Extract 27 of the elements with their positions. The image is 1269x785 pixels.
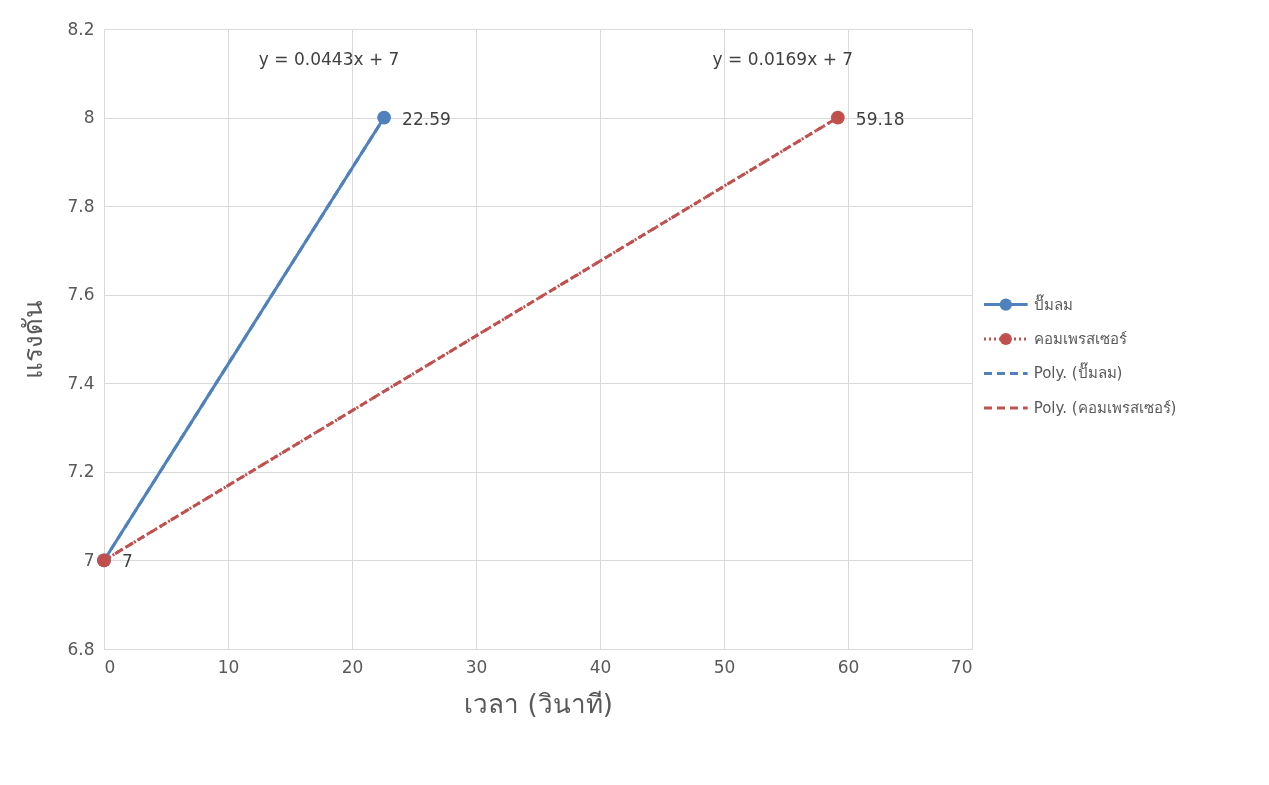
y-tick-label: 7.8 [67, 195, 95, 216]
y-tick-label: 7 [83, 549, 95, 570]
annotation: 22.59 [402, 108, 451, 129]
y-tick-label: 7.6 [67, 284, 95, 305]
y-tick-label: 7.4 [67, 372, 95, 393]
x-axis-title: เวลา (วินาที) [464, 688, 613, 719]
x-tick-label: 70 [950, 656, 973, 677]
legend-label: Poly. (คอมเพรสเซอร์) [1033, 398, 1177, 417]
annotation: y = 0.0443x + 7 [258, 48, 400, 69]
y-tick-label: 7.2 [67, 461, 95, 482]
legend-label: Poly. (ปั๊มลม) [1033, 362, 1123, 383]
y-tick-label: 8.2 [67, 18, 95, 39]
x-tick-label: 10 [217, 656, 240, 677]
x-tick-label: 50 [713, 656, 736, 677]
annotation: y = 0.0169x + 7 [712, 48, 854, 69]
legend-label: ปั๊มลม [1033, 293, 1073, 314]
legend-label: คอมเพรสเซอร์ [1033, 330, 1127, 348]
x-tick-label: 60 [837, 656, 860, 677]
y-tick-label: 6.8 [67, 638, 95, 659]
annotation: 7 [122, 551, 133, 572]
y-tick-label: 8 [83, 107, 95, 128]
x-tick-label: 0 [104, 656, 116, 677]
annotation: 59.18 [855, 108, 905, 129]
x-tick-label: 40 [589, 656, 612, 677]
x-tick-label: 20 [341, 656, 364, 677]
x-tick-label: 30 [465, 656, 488, 677]
y-axis-title: แรงดัน [18, 300, 49, 379]
